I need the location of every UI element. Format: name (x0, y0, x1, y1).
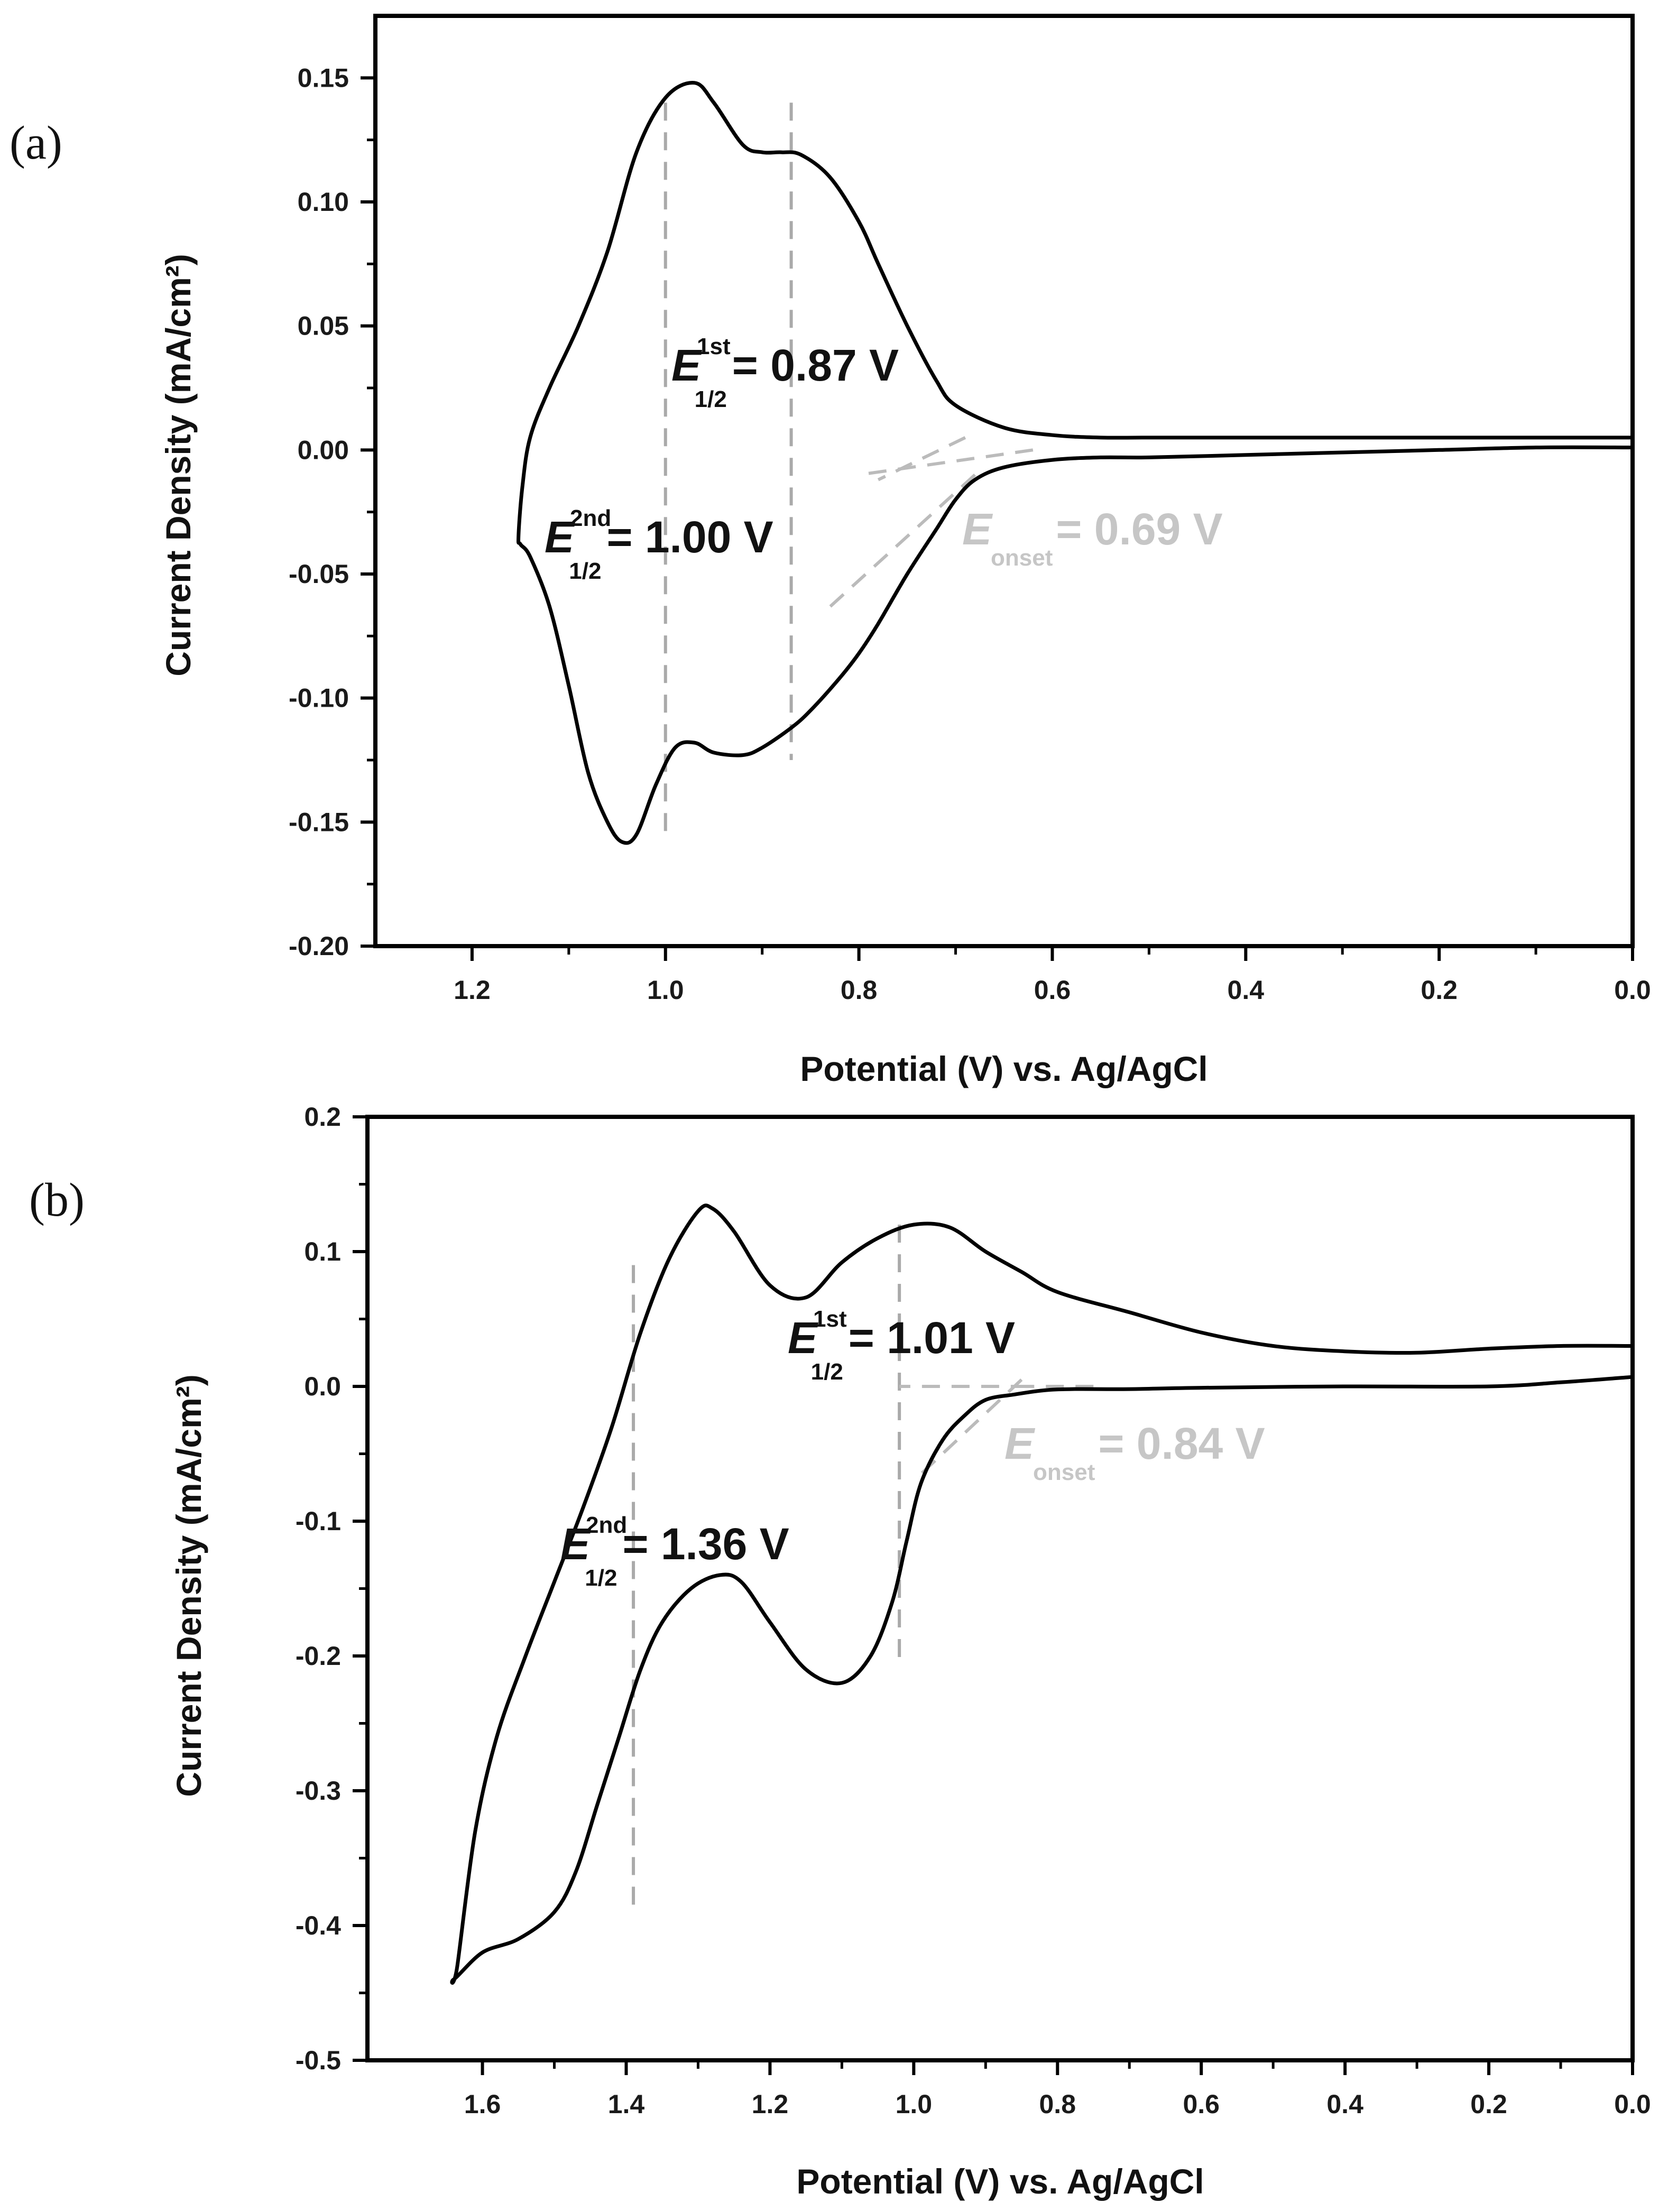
x-axis-title-b: Potential (V) vs. Ag/AgCl (796, 2162, 1204, 2201)
panel-a: (a) 1.2 1.0 0.8 0.6 0.4 0.2 0.0 0.150.100.050.… (10, 14, 1651, 1088)
onset-tangent (877, 436, 966, 482)
x-tick-label: 0.8 (841, 975, 878, 1005)
cv-curve-a (517, 81, 1633, 845)
x-tick-label: 0.4 (1326, 2089, 1363, 2119)
y-tick-label: 0.00 (298, 435, 349, 465)
y-axis-b: 0.2 0.1 0.0 -0.1 -0.2 -0.3 -0.4 -0.5 (296, 1102, 367, 2075)
y-axis-a: 0.15 0.10 0.05 0.00 -0.05 -0.10 -0.15 -0.20 (289, 63, 375, 961)
panel-b-label: (b) (29, 1174, 85, 1226)
y-tick-label: 0.05 (298, 311, 349, 341)
y-axis-title-a: Current Density (mA/cm²) (159, 254, 198, 676)
x-tick-label: 0.2 (1421, 975, 1458, 1005)
x-tick-label: 0.4 (1228, 975, 1265, 1005)
y-tick-label: -0.4 (296, 1911, 341, 1940)
y-tick-label: -0.2 (296, 1641, 341, 1671)
y-tick-label: -0.5 (296, 2046, 341, 2075)
plot-area-a (373, 14, 1635, 948)
e-half-second-b: E2nd 1/2= 1.36 V (560, 1512, 789, 1591)
e-half-first-a: E1st 1/2= 0.87 V (671, 334, 899, 412)
y-tick-label: 0.2 (304, 1102, 341, 1132)
y-axis-title-b: Current Density (mA/cm²) (169, 1374, 208, 1797)
y-tick-label: -0.10 (289, 683, 349, 713)
y-tick-label: -0.15 (289, 807, 349, 837)
onset-tangent (919, 1378, 1023, 1475)
x-tick-label: 1.2 (454, 975, 491, 1005)
x-tick-label: 0.0 (1614, 975, 1651, 1005)
y-tick-label: -0.3 (296, 1776, 341, 1806)
x-tick-label: 1.0 (647, 975, 684, 1005)
x-tick-label: 0.6 (1183, 2089, 1220, 2119)
x-tick-label: 1.4 (608, 2089, 645, 2119)
y-tick-label: -0.1 (296, 1506, 341, 1536)
x-tick-label: 1.6 (464, 2089, 501, 2119)
panel-b: (b) 1.6 1.4 1.2 1.0 0.8 0.6 0.4 0.2 0.0 0.20.10.… (29, 1102, 1651, 2201)
x-axis-title-a: Potential (V) vs. Ag/AgCl (800, 1049, 1208, 1088)
y-tick-label: 0.0 (304, 1372, 341, 1401)
y-tick-label: -0.05 (289, 559, 349, 589)
x-tick-label: 0.6 (1034, 975, 1071, 1005)
cv-curve-b (450, 1204, 1633, 1985)
y-tick-label: 0.15 (298, 63, 349, 92)
x-tick-label: 0.2 (1470, 2089, 1507, 2119)
x-axis-a: 1.2 1.0 0.8 0.6 0.4 0.2 0.0 (454, 946, 1651, 1005)
x-tick-label: 0.0 (1614, 2089, 1651, 2119)
e-half-first-b: E1st 1/2= 1.01 V (788, 1306, 1015, 1385)
y-tick-label: -0.20 (289, 931, 349, 961)
panel-a-label: (a) (10, 117, 62, 169)
half-wave-guides-a (663, 103, 1034, 842)
y-tick-label: 0.1 (304, 1237, 341, 1266)
half-wave-guides-b (632, 1225, 1094, 1912)
x-tick-label: 1.0 (896, 2089, 933, 2119)
y-tick-label: 0.10 (298, 187, 349, 217)
e-half-second-a: E2nd 1/2= 1.00 V (545, 505, 773, 584)
onset-tangent (824, 474, 976, 613)
onset-tangent (859, 448, 1034, 477)
x-axis-b: 1.6 1.4 1.2 1.0 0.8 0.6 0.4 0.2 0.0 (464, 2060, 1651, 2119)
x-tick-label: 0.8 (1039, 2089, 1076, 2119)
x-tick-label: 1.2 (752, 2089, 789, 2119)
